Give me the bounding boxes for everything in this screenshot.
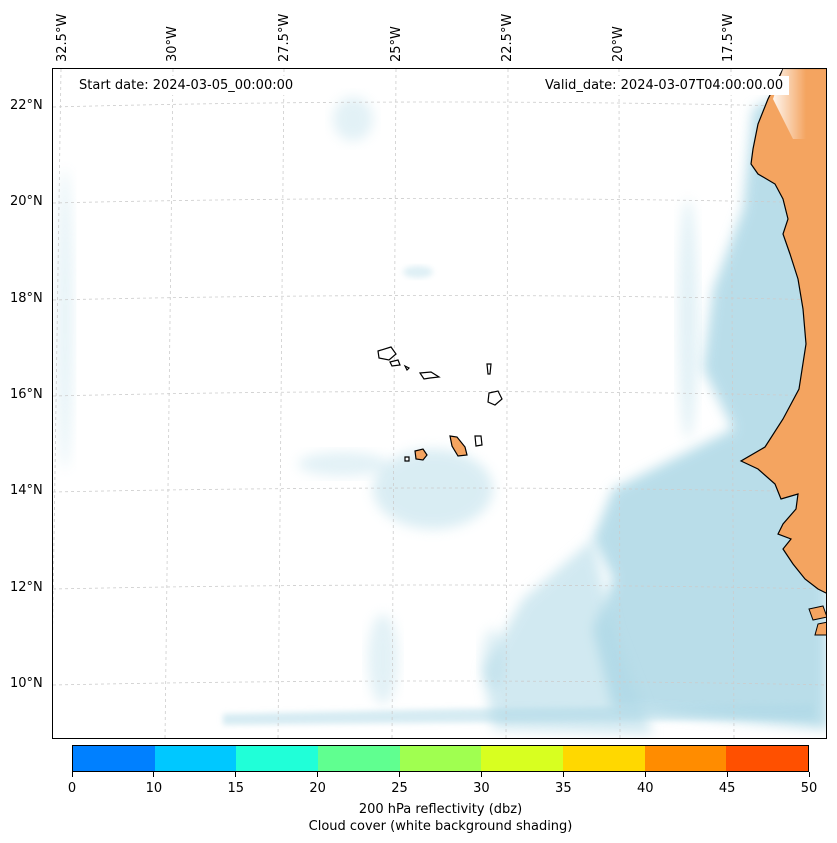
colorbar-tick-mark	[235, 772, 237, 777]
island-sal	[486, 363, 492, 375]
gridline-lat-22n	[53, 101, 826, 108]
island-santiago	[449, 435, 468, 457]
cloud-patch-top	[333, 97, 373, 141]
colorbar-tick-label: 0	[67, 781, 77, 796]
cloud-patch-east-strip	[678, 199, 698, 439]
colorbar-tick-label: 30	[473, 781, 490, 796]
gridline-lon-30w	[164, 69, 174, 738]
island-boa-vista	[487, 390, 503, 406]
map-panel	[52, 68, 827, 739]
colorbar-segment-4	[399, 746, 482, 771]
lat-label-16n: 16°N	[10, 387, 43, 402]
lon-label-30w: 30°W	[165, 26, 180, 62]
gridline-lon-22-5w	[505, 69, 509, 738]
island-fogo	[414, 448, 428, 461]
colorbar-tick-label: 40	[636, 781, 654, 796]
colorbar-segment-3	[318, 746, 400, 771]
colorbar-segment-1	[154, 746, 237, 771]
colorbar-tick-mark	[153, 772, 155, 777]
gridline-lon-27-5w	[277, 69, 285, 738]
colorbar-tick-mark	[399, 772, 401, 777]
start-date-label: Start date: 2024-03-05_00:00:00	[73, 76, 300, 95]
island-santa-luzia	[403, 364, 411, 372]
gridline-lat-20n	[53, 198, 826, 204]
colorbar	[72, 745, 809, 772]
graticule	[53, 69, 826, 738]
colorbar-sublabel: Cloud cover (white background shading)	[308, 819, 573, 834]
colorbar-tick-label: 15	[227, 781, 245, 796]
colorbar-tick-mark	[480, 772, 482, 777]
colorbar-segment-0	[73, 746, 155, 771]
colorbar-tick-mark	[726, 772, 728, 777]
island-brava	[404, 456, 410, 462]
cloud-patch-mid	[403, 266, 433, 278]
island-sao-vicente	[389, 359, 401, 367]
colorbar-tick-mark	[317, 772, 319, 777]
colorbar-segment-8	[726, 746, 809, 771]
colorbar-tick-mark	[644, 772, 646, 777]
colorbar-label: 200 hPa reflectivity (dbz)	[358, 802, 523, 817]
colorbar-segment-5	[481, 746, 564, 771]
colorbar-tick-mark	[808, 772, 810, 777]
cape-verde-islands	[377, 346, 503, 462]
colorbar-tick-label: 20	[309, 781, 326, 796]
colorbar-tick-label: 10	[145, 781, 163, 796]
lon-label-22-5w: 22.5°W	[500, 13, 515, 62]
cloud-coastal-band	[593, 70, 826, 729]
lon-label-27-5w: 27.5°W	[277, 13, 292, 62]
colorbar-tick-mark	[71, 772, 73, 777]
lat-label-12n: 12°N	[10, 580, 43, 595]
lat-label-10n: 10°N	[10, 676, 43, 691]
cloud-patch-west	[57, 169, 73, 469]
gridline-lat-12n	[53, 584, 826, 590]
cloud-patch-south-2	[481, 629, 505, 689]
lat-label-20n: 20°N	[10, 194, 43, 209]
colorbar-segment-7	[644, 746, 727, 771]
colorbar-tick-mark	[562, 772, 564, 777]
colorbar-segment-2	[236, 746, 319, 771]
gridline-lat-16n	[53, 391, 826, 397]
gridline-lon-25w	[391, 69, 397, 738]
lon-label-32-5w: 32.5°W	[55, 13, 70, 62]
colorbar-segment-6	[563, 746, 645, 771]
colorbar-tick-label: 50	[800, 781, 818, 796]
map-canvas	[53, 69, 826, 738]
lon-label-17-5w: 17.5°W	[721, 13, 736, 62]
cloud-patch-south	[368, 614, 398, 704]
cloud-patch-left	[298, 452, 388, 476]
island-maio	[474, 435, 483, 447]
lon-label-25w: 25°W	[389, 26, 404, 62]
lat-label-18n: 18°N	[10, 291, 43, 306]
gridline-lat-10n	[53, 680, 826, 686]
africa-landmass	[739, 69, 826, 594]
gridline-lat-18n	[53, 295, 826, 301]
cloud-lower-fan	[483, 539, 653, 734]
gridline-lon-20w	[618, 69, 621, 738]
bijagos-islands	[808, 605, 826, 636]
cloud-streak-bottom	[223, 704, 813, 725]
cloud-cover-layer	[57, 70, 826, 734]
island-santo-antao	[377, 346, 397, 361]
gridline-lon-17-5w	[730, 69, 735, 738]
gridline-lat-14n	[53, 487, 826, 493]
lon-label-20w: 20°W	[611, 26, 626, 62]
colorbar-tick-label: 25	[391, 781, 408, 796]
island-sao-nicolau	[418, 371, 441, 380]
valid-date-label: Valid_date: 2024-03-07T04:00:00.00	[539, 76, 790, 95]
lat-label-14n: 14°N	[10, 483, 43, 498]
colorbar-tick-label: 35	[555, 781, 572, 796]
colorbar-tick-label: 45	[718, 781, 736, 796]
lat-label-22n: 22°N	[10, 98, 43, 113]
cloud-patch-center	[373, 449, 493, 529]
